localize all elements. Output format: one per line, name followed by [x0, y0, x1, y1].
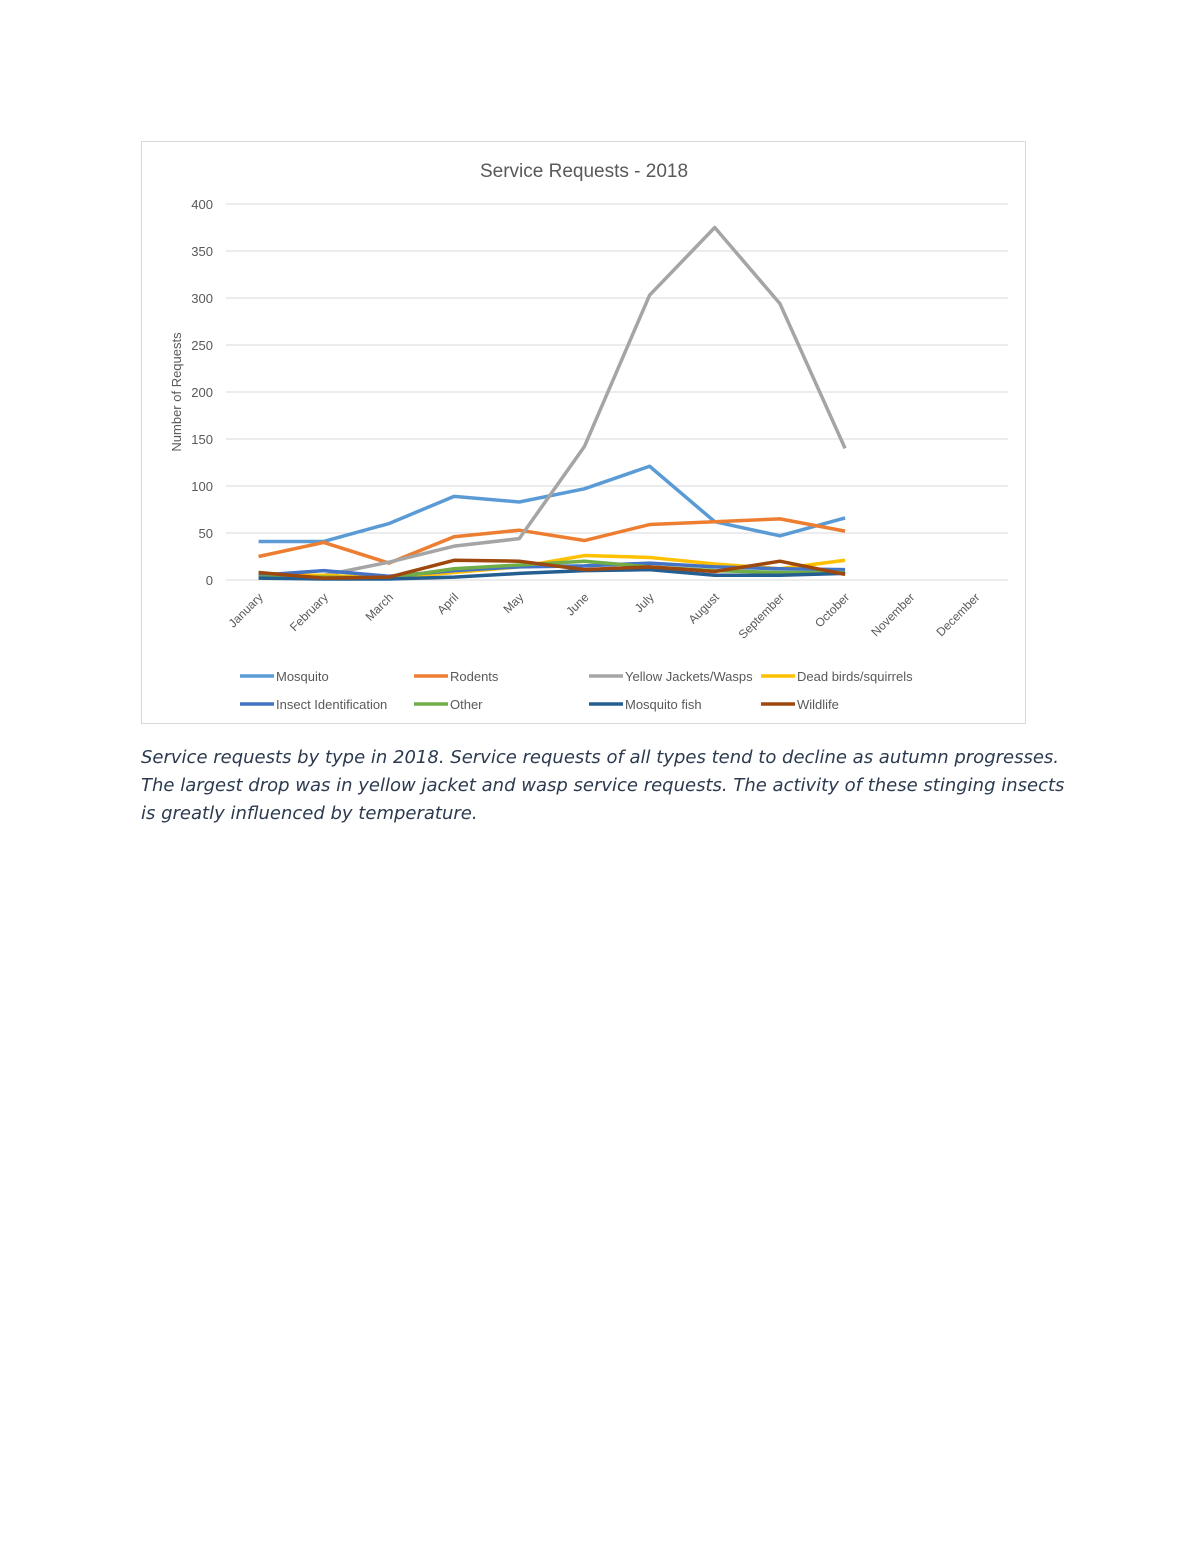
series-line-mosquito	[258, 464, 846, 544]
legend-label: Yellow Jackets/Wasps	[625, 669, 753, 684]
x-tick-label: May	[500, 590, 526, 616]
y-tick-label: 350	[191, 244, 213, 259]
x-tick-label: June	[563, 590, 592, 619]
legend-label: Other	[450, 697, 483, 712]
y-tick-label: 100	[191, 479, 213, 494]
legend-label: Insect Identification	[276, 697, 387, 712]
line-chart: Service Requests - 2018 0 50 100 150 200 250 30…	[169, 161, 1008, 712]
y-tick-label: 300	[191, 291, 213, 306]
y-tick-label: 150	[191, 432, 213, 447]
legend-label: Rodents	[450, 669, 499, 684]
y-tick-label: 250	[191, 338, 213, 353]
y-axis-label: Number of Requests	[169, 332, 184, 452]
series-line-wildlife	[258, 558, 846, 580]
chart-title: Service Requests - 2018	[480, 161, 688, 182]
series-line-rodents	[258, 517, 846, 565]
x-tick-label: July	[632, 590, 657, 615]
y-tick-label: 50	[199, 526, 213, 541]
y-tick-label: 400	[191, 197, 213, 212]
x-tick-label: November	[868, 590, 917, 639]
x-tick-label: January	[226, 590, 266, 630]
legend-label: Mosquito	[276, 669, 329, 684]
x-tick-label: August	[686, 590, 723, 627]
chart-container: Service Requests - 2018 0 50 100 150 200 250 30…	[141, 141, 1026, 724]
legend-label: Mosquito fish	[625, 697, 702, 712]
series-line-yellow-jackets-wasps	[258, 225, 847, 578]
y-tick-label: 0	[206, 573, 213, 588]
legend-label: Dead birds/squirrels	[797, 669, 913, 684]
y-tick-label: 200	[191, 385, 213, 400]
legend-label: Wildlife	[797, 697, 839, 712]
x-tick-label: March	[363, 590, 396, 623]
x-tick-label: February	[287, 590, 331, 634]
x-tick-label: September	[736, 590, 787, 641]
x-tick-label: October	[812, 590, 852, 630]
figure-caption: Service requests by type in 2018. Servic…	[141, 747, 1065, 824]
x-tick-label: April	[434, 590, 461, 617]
x-tick-label: December	[933, 590, 982, 639]
